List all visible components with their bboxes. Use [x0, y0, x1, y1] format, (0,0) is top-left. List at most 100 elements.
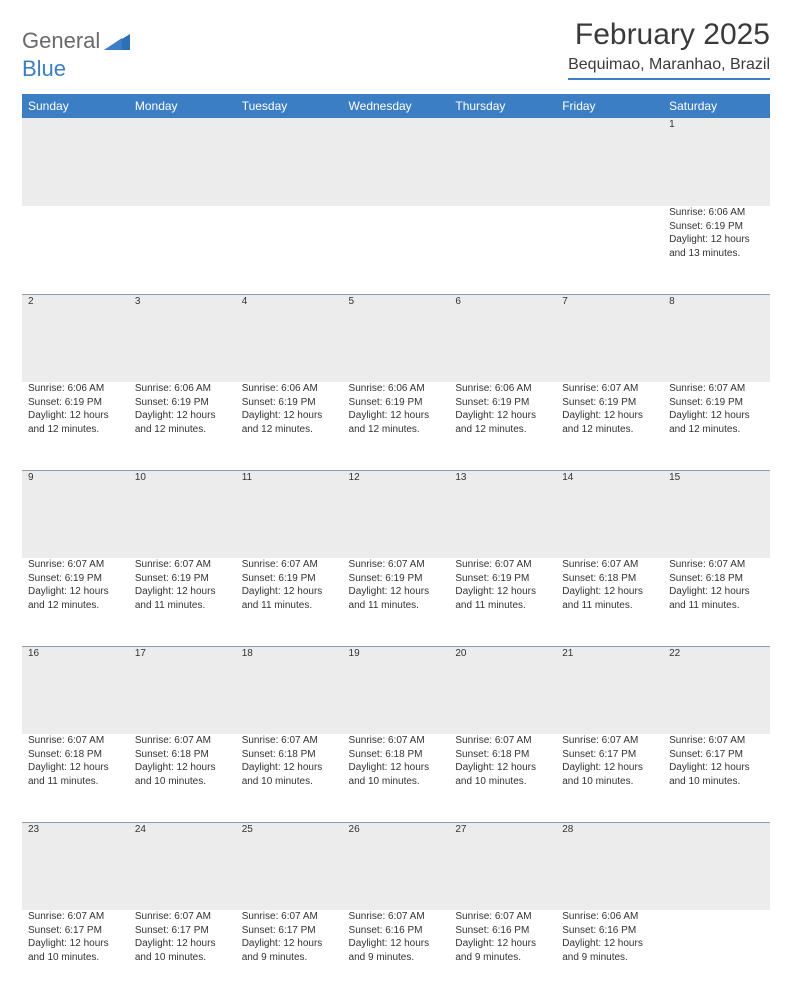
- sunset-text: Sunset: 6:16 PM: [455, 924, 550, 938]
- sunrise-text: Sunrise: 6:07 AM: [242, 910, 337, 924]
- col-sunday: Sunday: [22, 94, 129, 118]
- day-number: 11: [236, 470, 343, 558]
- daylight-text-1: Daylight: 12 hours: [455, 585, 550, 599]
- day-number: 14: [556, 470, 663, 558]
- sunset-text: Sunset: 6:18 PM: [135, 748, 230, 762]
- sunrise-text: Sunrise: 6:07 AM: [349, 734, 444, 748]
- sunset-text: Sunset: 6:19 PM: [28, 396, 123, 410]
- day-number: [343, 118, 450, 206]
- daylight-text-2: and 10 minutes.: [135, 775, 230, 789]
- sunrise-text: Sunrise: 6:07 AM: [28, 734, 123, 748]
- day-cell: Sunrise: 6:07 AMSunset: 6:19 PMDaylight:…: [129, 558, 236, 646]
- day-number: 24: [129, 822, 236, 910]
- daylight-text-2: and 12 minutes.: [349, 423, 444, 437]
- day-number: [22, 118, 129, 206]
- day-number: 27: [449, 822, 556, 910]
- day-cell: Sunrise: 6:06 AMSunset: 6:19 PMDaylight:…: [236, 382, 343, 470]
- logo-text-2: Blue: [22, 56, 770, 82]
- sunset-text: Sunset: 6:19 PM: [669, 220, 764, 234]
- sunrise-text: Sunrise: 6:07 AM: [455, 910, 550, 924]
- day-number: [449, 118, 556, 206]
- day-cell: Sunrise: 6:06 AMSunset: 6:19 PMDaylight:…: [663, 206, 770, 294]
- sunset-text: Sunset: 6:17 PM: [669, 748, 764, 762]
- sunrise-text: Sunrise: 6:06 AM: [562, 910, 657, 924]
- daylight-text-1: Daylight: 12 hours: [242, 585, 337, 599]
- sunset-text: Sunset: 6:16 PM: [562, 924, 657, 938]
- sunset-text: Sunset: 6:17 PM: [135, 924, 230, 938]
- day-number: 13: [449, 470, 556, 558]
- daylight-text-2: and 10 minutes.: [28, 951, 123, 965]
- sunset-text: Sunset: 6:16 PM: [349, 924, 444, 938]
- day-number: 7: [556, 294, 663, 382]
- daylight-text-2: and 11 minutes.: [135, 599, 230, 613]
- sunrise-text: Sunrise: 6:06 AM: [349, 382, 444, 396]
- sunrise-text: Sunrise: 6:07 AM: [349, 558, 444, 572]
- day-cell: Sunrise: 6:07 AMSunset: 6:17 PMDaylight:…: [22, 910, 129, 998]
- day-number: 4: [236, 294, 343, 382]
- sunrise-text: Sunrise: 6:07 AM: [135, 910, 230, 924]
- day-number: 19: [343, 646, 450, 734]
- daylight-text-1: Daylight: 12 hours: [349, 761, 444, 775]
- daylight-text-2: and 11 minutes.: [669, 599, 764, 613]
- daylight-text-1: Daylight: 12 hours: [669, 585, 764, 599]
- sunset-text: Sunset: 6:19 PM: [562, 396, 657, 410]
- daylight-text-2: and 13 minutes.: [669, 247, 764, 261]
- sunset-text: Sunset: 6:18 PM: [28, 748, 123, 762]
- day-cell: Sunrise: 6:07 AMSunset: 6:19 PMDaylight:…: [556, 382, 663, 470]
- day-cell: [343, 206, 450, 294]
- day-number: [663, 822, 770, 910]
- day-number: 18: [236, 646, 343, 734]
- sunset-text: Sunset: 6:19 PM: [669, 396, 764, 410]
- daylight-text-2: and 9 minutes.: [349, 951, 444, 965]
- logo-text-1: General: [22, 28, 100, 54]
- day-number: 5: [343, 294, 450, 382]
- daylight-text-2: and 12 minutes.: [669, 423, 764, 437]
- day-number: 8: [663, 294, 770, 382]
- col-friday: Friday: [556, 94, 663, 118]
- day-cell: Sunrise: 6:07 AMSunset: 6:19 PMDaylight:…: [449, 558, 556, 646]
- daylight-text-1: Daylight: 12 hours: [349, 937, 444, 951]
- daynum-row: 9101112131415: [22, 470, 770, 558]
- daylight-text-2: and 10 minutes.: [242, 775, 337, 789]
- daylight-text-2: and 12 minutes.: [135, 423, 230, 437]
- daylight-text-2: and 11 minutes.: [455, 599, 550, 613]
- day-cell: [236, 206, 343, 294]
- day-cell: Sunrise: 6:06 AMSunset: 6:19 PMDaylight:…: [22, 382, 129, 470]
- daylight-text-1: Daylight: 12 hours: [562, 761, 657, 775]
- day-number: 23: [22, 822, 129, 910]
- day-cell: Sunrise: 6:07 AMSunset: 6:17 PMDaylight:…: [663, 734, 770, 822]
- daylight-text-1: Daylight: 12 hours: [562, 585, 657, 599]
- daynum-row: 232425262728: [22, 822, 770, 910]
- daylight-text-2: and 12 minutes.: [242, 423, 337, 437]
- month-title: February 2025: [568, 18, 770, 52]
- sunrise-text: Sunrise: 6:07 AM: [562, 558, 657, 572]
- col-tuesday: Tuesday: [236, 94, 343, 118]
- daynum-row: 2345678: [22, 294, 770, 382]
- day-cell: Sunrise: 6:07 AMSunset: 6:18 PMDaylight:…: [236, 734, 343, 822]
- sunrise-text: Sunrise: 6:07 AM: [135, 558, 230, 572]
- col-wednesday: Wednesday: [343, 94, 450, 118]
- logo: General: [22, 18, 130, 54]
- daynum-row: 16171819202122: [22, 646, 770, 734]
- day-number: 20: [449, 646, 556, 734]
- daylight-text-1: Daylight: 12 hours: [562, 937, 657, 951]
- day-cell: Sunrise: 6:07 AMSunset: 6:19 PMDaylight:…: [22, 558, 129, 646]
- sunset-text: Sunset: 6:19 PM: [455, 572, 550, 586]
- day-cell: Sunrise: 6:07 AMSunset: 6:18 PMDaylight:…: [556, 558, 663, 646]
- day-number: [556, 118, 663, 206]
- daylight-text-1: Daylight: 12 hours: [242, 761, 337, 775]
- daylight-text-2: and 9 minutes.: [242, 951, 337, 965]
- day-number: 22: [663, 646, 770, 734]
- day-cell: Sunrise: 6:07 AMSunset: 6:18 PMDaylight:…: [129, 734, 236, 822]
- day-number: 28: [556, 822, 663, 910]
- day-cell: Sunrise: 6:07 AMSunset: 6:17 PMDaylight:…: [236, 910, 343, 998]
- day-cell: Sunrise: 6:07 AMSunset: 6:17 PMDaylight:…: [556, 734, 663, 822]
- daylight-text-1: Daylight: 12 hours: [455, 409, 550, 423]
- day-cell: Sunrise: 6:07 AMSunset: 6:18 PMDaylight:…: [343, 734, 450, 822]
- day-cell: Sunrise: 6:07 AMSunset: 6:16 PMDaylight:…: [449, 910, 556, 998]
- sunrise-text: Sunrise: 6:07 AM: [242, 558, 337, 572]
- day-number: 21: [556, 646, 663, 734]
- sunrise-text: Sunrise: 6:07 AM: [28, 910, 123, 924]
- sunset-text: Sunset: 6:19 PM: [349, 572, 444, 586]
- sunrise-text: Sunrise: 6:07 AM: [669, 382, 764, 396]
